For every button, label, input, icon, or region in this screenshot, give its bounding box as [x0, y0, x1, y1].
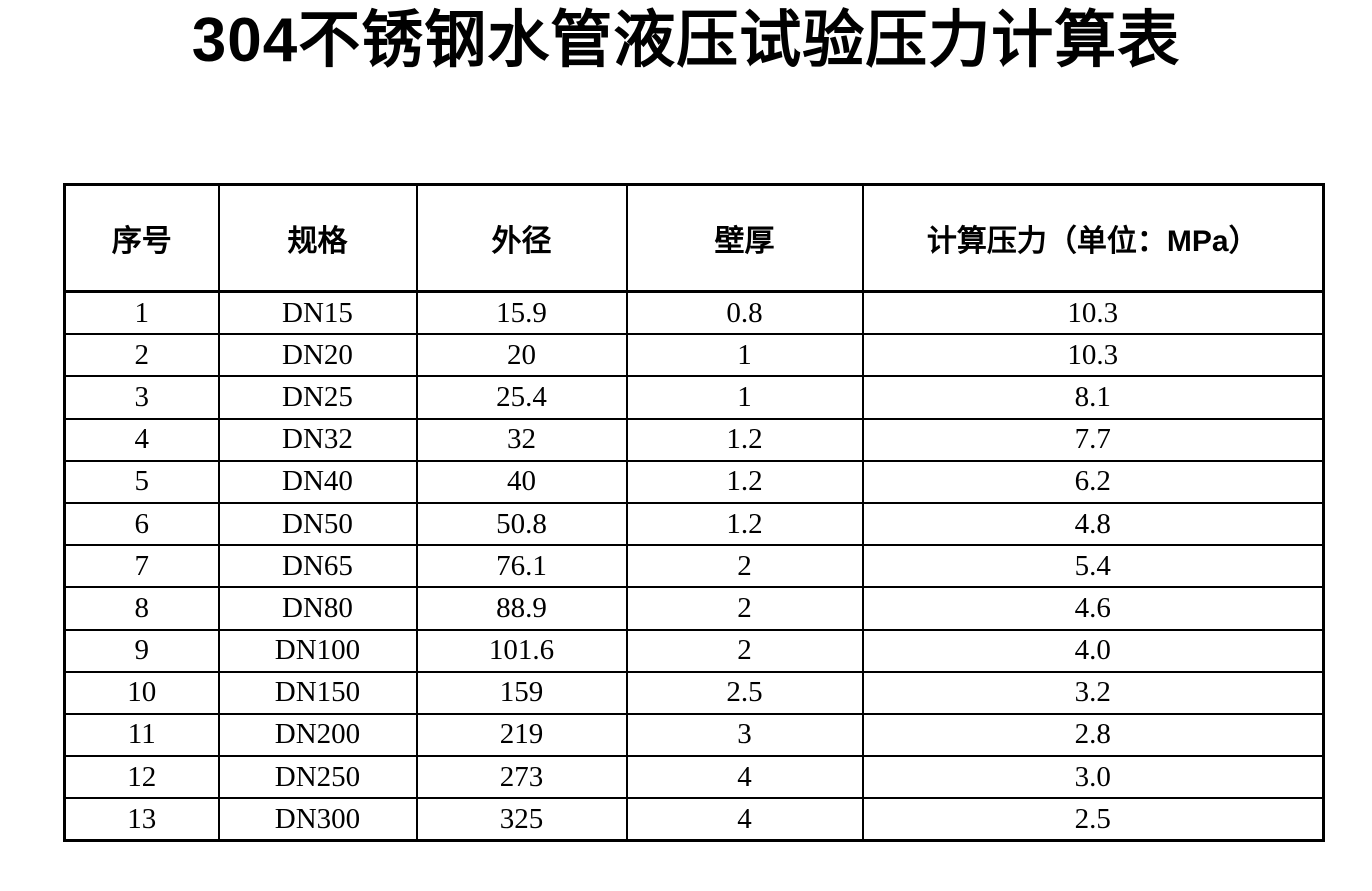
table-cell: 3.0 [861, 755, 1325, 800]
table-cell: 219 [415, 712, 628, 758]
table-row: 12 DN250 273 4 3.0 [63, 755, 1325, 800]
table-cell: DN100 [217, 628, 418, 673]
table-cell: 6 [63, 501, 220, 547]
table-cell: 1.2 [625, 459, 864, 504]
table-row: 4 DN32 32 1.2 7.7 [63, 417, 1325, 462]
table-cell: 88.9 [415, 586, 628, 631]
table-row: 10 DN150 159 2.5 3.2 [63, 670, 1325, 715]
table-cell: 3.2 [861, 670, 1325, 715]
table-cell: 1 [625, 375, 864, 420]
table-cell: 2 [625, 544, 864, 589]
table-cell: 10 [63, 670, 220, 715]
table-row: 13 DN300 325 4 2.5 [63, 797, 1325, 842]
table-cell: 1 [625, 333, 864, 378]
table-row: 1 DN15 15.9 0.8 10.3 [63, 290, 1325, 336]
page-title: 304不锈钢水管液压试验压力计算表 [191, 6, 1181, 75]
table-cell: DN20 [217, 333, 418, 378]
table-cell: 325 [415, 797, 628, 842]
table-row: 3 DN25 25.4 1 8.1 [63, 375, 1325, 420]
table-cell: 0.8 [625, 290, 864, 336]
column-header-calc-pressure: 计算压力（单位：MPa） [861, 183, 1325, 293]
table-cell: 9 [63, 628, 220, 673]
table-cell: 50.8 [415, 501, 628, 547]
table-cell: 4.0 [861, 628, 1325, 673]
table-cell: DN15 [217, 290, 418, 336]
table-cell: DN65 [217, 544, 418, 589]
table-cell: 4 [63, 417, 220, 462]
column-header-index: 序号 [63, 183, 220, 293]
table-cell: 15.9 [415, 290, 628, 336]
table-row: 11 DN200 219 3 2.8 [63, 712, 1325, 758]
table-cell: 10.3 [861, 290, 1325, 336]
table-row: 8 DN80 88.9 2 4.6 [63, 586, 1325, 631]
table-cell: 7 [63, 544, 220, 589]
table-cell: 2 [63, 333, 220, 378]
table-header-row: 序号 规格 外径 壁厚 计算压力（单位：MPa） [63, 183, 1325, 293]
table-cell: 4 [625, 797, 864, 842]
table-cell: DN32 [217, 417, 418, 462]
table-row: 9 DN100 101.6 2 4.0 [63, 628, 1325, 673]
table-cell: 2 [625, 628, 864, 673]
table-cell: DN250 [217, 755, 418, 800]
table-row: 6 DN50 50.8 1.2 4.8 [63, 501, 1325, 547]
table-cell: 6.2 [861, 459, 1325, 504]
table-cell: 3 [625, 712, 864, 758]
table-cell: 11 [63, 712, 220, 758]
table-cell: 4.6 [861, 586, 1325, 631]
table-cell: DN25 [217, 375, 418, 420]
table-cell: 10.3 [861, 333, 1325, 378]
table-cell: 273 [415, 755, 628, 800]
table-cell: DN150 [217, 670, 418, 715]
table-body: 1 DN15 15.9 0.8 10.3 2 DN20 20 1 10.3 3 DN25 25.4 1 8.… [63, 290, 1325, 842]
table-cell: 7.7 [861, 417, 1325, 462]
table-cell: 159 [415, 670, 628, 715]
table-cell: 76.1 [415, 544, 628, 589]
table-cell: 8.1 [861, 375, 1325, 420]
pressure-table: 序号 规格 外径 壁厚 计算压力（单位：MPa） 1 DN15 15.9 0.8 10.… [63, 183, 1325, 843]
table-cell: 2.5 [861, 797, 1325, 842]
table-cell: DN50 [217, 501, 418, 547]
table-cell: 32 [415, 417, 628, 462]
table-cell: 13 [63, 797, 220, 842]
table-cell: 2.5 [625, 670, 864, 715]
table-cell: 5.4 [861, 544, 1325, 589]
table-cell: 2 [625, 586, 864, 631]
table-cell: 5 [63, 459, 220, 504]
table-cell: 4 [625, 755, 864, 800]
table-cell: 1.2 [625, 417, 864, 462]
column-header-spec: 规格 [217, 183, 418, 293]
table-cell: 25.4 [415, 375, 628, 420]
table-cell: 8 [63, 586, 220, 631]
table-cell: 1 [63, 290, 220, 336]
table-cell: 3 [63, 375, 220, 420]
table-row: 2 DN20 20 1 10.3 [63, 333, 1325, 378]
table-cell: 101.6 [415, 628, 628, 673]
table-row: 7 DN65 76.1 2 5.4 [63, 544, 1325, 589]
table-cell: DN40 [217, 459, 418, 504]
table-cell: 20 [415, 333, 628, 378]
table-cell: 40 [415, 459, 628, 504]
column-header-outer-diameter: 外径 [415, 183, 628, 293]
table-cell: 4.8 [861, 501, 1325, 547]
column-header-wall-thickness: 壁厚 [625, 183, 864, 293]
table-cell: DN300 [217, 797, 418, 842]
table-cell: 2.8 [861, 712, 1325, 758]
table-cell: 12 [63, 755, 220, 800]
table-cell: DN200 [217, 712, 418, 758]
table-cell: 1.2 [625, 501, 864, 547]
table-row: 5 DN40 40 1.2 6.2 [63, 459, 1325, 504]
table-cell: DN80 [217, 586, 418, 631]
